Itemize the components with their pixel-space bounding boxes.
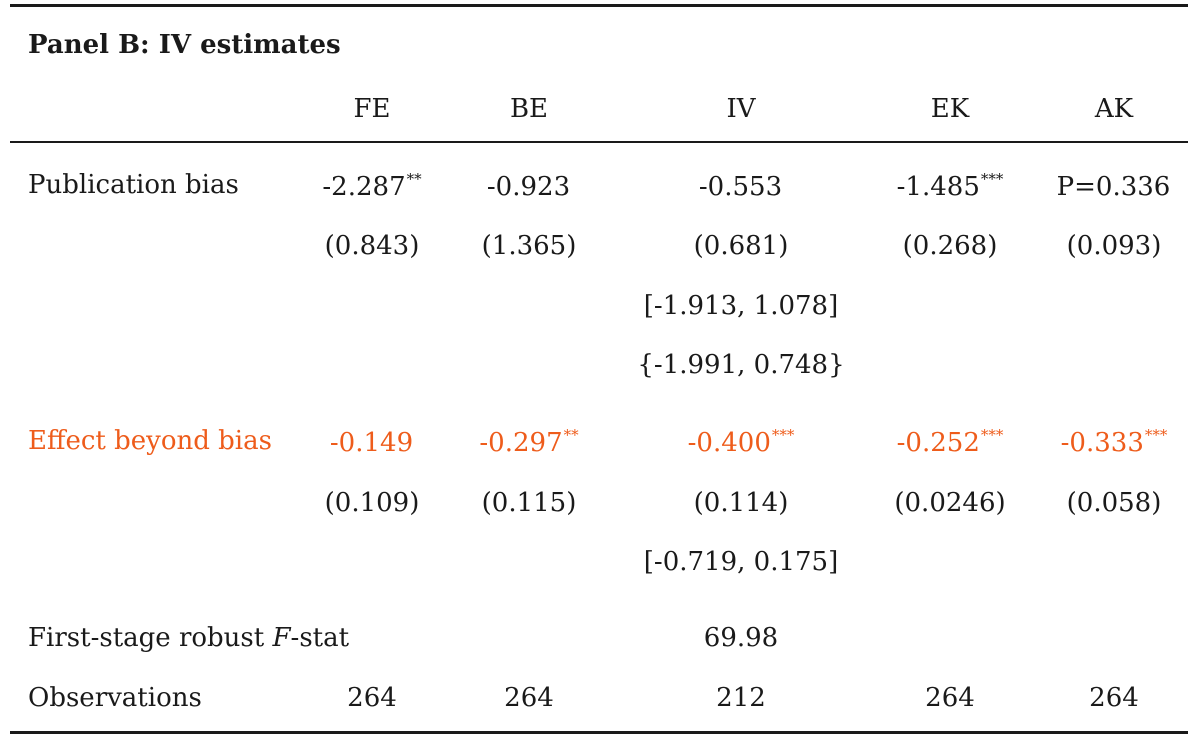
effect-se-be: (0.115) — [481, 488, 577, 518]
first-stage-fstat-row: First-stage robust F-stat 69.98 — [0, 623, 1200, 673]
pub-bias-se-ak: (0.093) — [1066, 231, 1162, 261]
effect-be: -0.297** — [479, 426, 579, 458]
effect-ci-row: [-0.719, 0.175] — [0, 547, 1200, 597]
pub-bias-fe: -2.287** — [322, 170, 422, 202]
column-header-ek: EK — [930, 94, 970, 124]
pub-bias-se-ek: (0.268) — [902, 231, 998, 261]
header-row: FE BE IV EK AK — [0, 94, 1200, 144]
effect-ci-iv: [-0.719, 0.175] — [643, 547, 839, 577]
obs-ak: 264 — [1089, 683, 1139, 713]
column-header-fe: FE — [353, 94, 391, 124]
column-header-ak: AK — [1094, 94, 1134, 124]
effect-se-iv: (0.114) — [693, 488, 789, 518]
pub-bias-ci2-iv: {-1.991, 0.748} — [637, 350, 845, 380]
obs-ek: 264 — [925, 683, 975, 713]
pub-bias-se-fe: (0.843) — [324, 231, 420, 261]
effect-ak: -0.333*** — [1060, 426, 1168, 458]
publication-bias-se-row: (0.843) (1.365) (0.681) (0.268) (0.093) — [0, 231, 1200, 281]
row-label-first-stage-fstat: First-stage robust F-stat — [28, 623, 350, 653]
effect-fe: -0.149 — [329, 428, 414, 458]
observations-row: Observations 264 264 212 264 264 — [0, 683, 1200, 733]
publication-bias-ci-row: [-1.913, 1.078] — [0, 291, 1200, 341]
effect-iv: -0.400*** — [687, 426, 795, 458]
pub-bias-be: -0.923 — [486, 172, 571, 202]
pub-bias-se-be: (1.365) — [481, 231, 577, 261]
top-rule — [10, 4, 1188, 7]
column-header-iv: IV — [726, 94, 756, 124]
fstat-iv: 69.98 — [703, 623, 779, 653]
row-label-effect-beyond-bias: Effect beyond bias — [28, 426, 272, 456]
publication-bias-row: Publication bias -2.287** -0.923 -0.553 … — [0, 170, 1200, 220]
effect-se-ek: (0.0246) — [894, 488, 1006, 518]
obs-be: 264 — [504, 683, 554, 713]
effect-ek: -0.252*** — [896, 426, 1004, 458]
pub-bias-ek: -1.485*** — [896, 170, 1004, 202]
effect-se-row: (0.109) (0.115) (0.114) (0.0246) (0.058) — [0, 488, 1200, 538]
effect-se-fe: (0.109) — [324, 488, 420, 518]
row-label-observations: Observations — [28, 683, 202, 713]
effect-beyond-bias-row: Effect beyond bias -0.149 -0.297** -0.40… — [0, 426, 1200, 476]
publication-bias-ci2-row: {-1.991, 0.748} — [0, 350, 1200, 400]
pub-bias-se-iv: (0.681) — [693, 231, 789, 261]
pub-bias-ak: P=0.336 — [1056, 172, 1171, 202]
bottom-rule — [10, 731, 1188, 734]
column-header-be: BE — [509, 94, 549, 124]
obs-iv: 212 — [716, 683, 766, 713]
effect-se-ak: (0.058) — [1066, 488, 1162, 518]
panel-title: Panel B: IV estimates — [28, 30, 341, 60]
obs-fe: 264 — [347, 683, 397, 713]
header-rule — [10, 141, 1188, 143]
pub-bias-ci-iv: [-1.913, 1.078] — [643, 291, 839, 321]
pub-bias-iv: -0.553 — [698, 172, 783, 202]
row-label-publication-bias: Publication bias — [28, 170, 239, 200]
